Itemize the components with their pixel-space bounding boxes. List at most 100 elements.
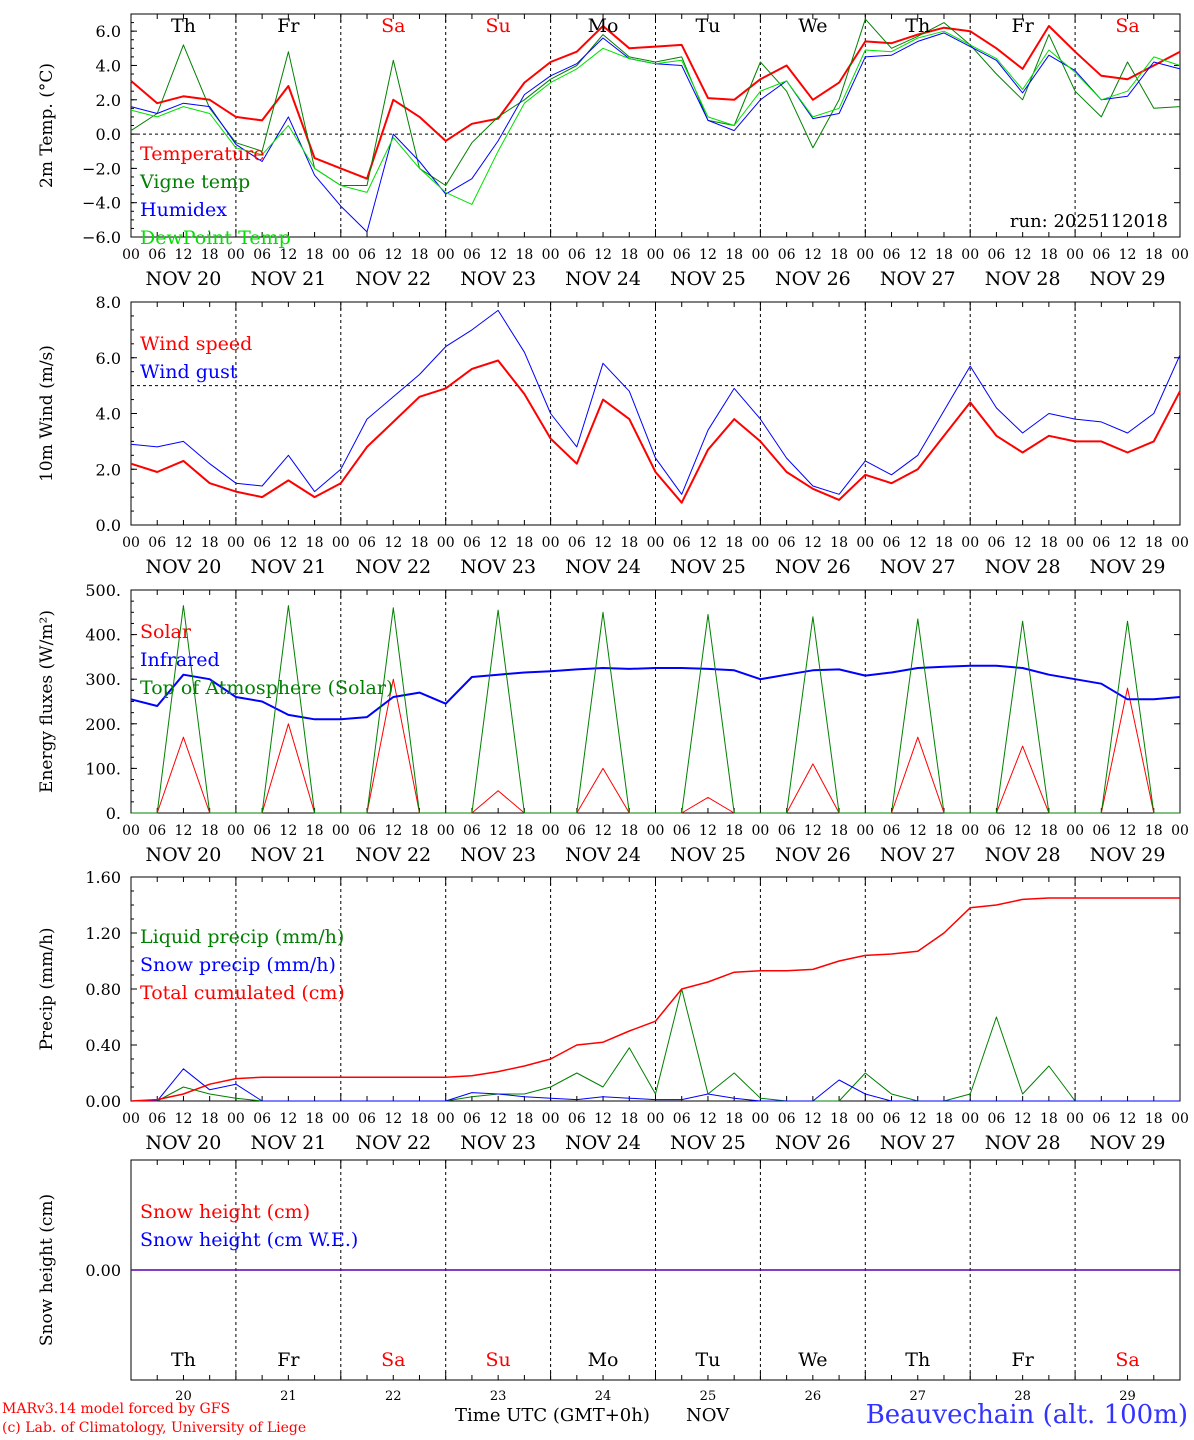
day-abbr-bottom: Th	[171, 1349, 196, 1371]
precip-x-date-label: NOV 23	[460, 1132, 536, 1154]
energy-x-hour-label: 00	[332, 823, 350, 839]
day-abbr-top: Fr	[277, 15, 300, 37]
energy-x-hour-label: 06	[148, 823, 166, 839]
energy-x-date-label: NOV 28	[985, 844, 1061, 866]
precip-x-hour-label: 12	[279, 1111, 297, 1127]
temp-x-date-label: NOV 27	[880, 268, 956, 290]
wind-y-axis-label: 10m Wind (m/s)	[37, 345, 57, 482]
precip-legend-item: Snow precip (mm/h)	[140, 954, 336, 976]
wind-x-hour-label: 06	[568, 535, 586, 551]
day-abbr-bottom: Sa	[1115, 1349, 1139, 1371]
energy-x-hour-label: 12	[489, 823, 507, 839]
temp-x-hour-label: 12	[1014, 247, 1032, 263]
energy-x-hour-label: 12	[594, 823, 612, 839]
temp-x-date-label: NOV 22	[355, 268, 431, 290]
precip-x-hour-label: 06	[778, 1111, 796, 1127]
wind-series-wind-speed	[130, 359, 1181, 504]
temp-x-hour-label: 12	[1119, 247, 1137, 263]
wind-x-hour-label: 00	[1171, 535, 1189, 551]
precip-x-hour-label: 00	[647, 1111, 665, 1127]
wind-y-tick-label: 0.0	[96, 516, 121, 535]
wind-x-date-label: NOV 26	[775, 556, 851, 578]
energy-x-hour-label: 00	[227, 823, 245, 839]
energy-series-top-of-atmosphere-solar-	[131, 605, 1180, 814]
energy-x-hour-label: 18	[830, 823, 848, 839]
precip-x-hour-label: 18	[1040, 1111, 1058, 1127]
day-abbr-bottom: Tu	[695, 1349, 720, 1371]
wind-x-hour-label: 18	[620, 535, 638, 551]
temp-x-hour-label: 12	[175, 247, 193, 263]
precip-x-hour-label: 12	[699, 1111, 717, 1127]
temp-x-date-label: NOV 26	[775, 268, 851, 290]
temp-x-hour-label: 00	[856, 247, 874, 263]
energy-x-hour-label: 00	[647, 823, 665, 839]
precip-x-hour-label: 06	[568, 1111, 586, 1127]
precip-x-date-label: NOV 26	[775, 1132, 851, 1154]
precip-series-snow-precip-mm-h-	[131, 1068, 1180, 1102]
snow-legend-item: Snow height (cm W.E.)	[140, 1229, 358, 1251]
temp-series-dewpoint-temp	[130, 30, 1181, 205]
temp-x-hour-label: 18	[1040, 247, 1058, 263]
temp-series-temperature	[130, 25, 1181, 180]
precip-x-date-label: NOV 29	[1090, 1132, 1166, 1154]
temp-x-hour-label: 06	[358, 247, 376, 263]
energy-x-hour-label: 12	[909, 823, 927, 839]
temp-x-hour-label: 06	[148, 247, 166, 263]
energy-x-date-label: NOV 21	[250, 844, 326, 866]
wind-x-date-label: NOV 21	[250, 556, 326, 578]
energy-x-date-label: NOV 25	[670, 844, 746, 866]
temp-x-hour-label: 12	[909, 247, 927, 263]
energy-legend-item: Top of Atmosphere (Solar)	[140, 677, 393, 699]
day-number: 25	[700, 1389, 717, 1404]
wind-x-date-label: NOV 28	[985, 556, 1061, 578]
precip-x-hour-label: 00	[332, 1111, 350, 1127]
temp-x-hour-label: 18	[935, 247, 953, 263]
energy-x-hour-label: 18	[1145, 823, 1163, 839]
precip-x-hour-label: 12	[489, 1111, 507, 1127]
wind-x-hour-label: 12	[1014, 535, 1032, 551]
precip-x-hour-label: 18	[725, 1111, 743, 1127]
energy-x-hour-label: 18	[725, 823, 743, 839]
day-number: 24	[595, 1389, 612, 1404]
precip-x-hour-label: 18	[830, 1111, 848, 1127]
temp-x-hour-label: 00	[647, 247, 665, 263]
day-abbr-top: We	[798, 15, 827, 37]
temp-legend-item: DewPoint Temp	[140, 227, 291, 249]
energy-x-hour-label: 12	[279, 823, 297, 839]
energy-x-hour-label: 06	[568, 823, 586, 839]
temp-x-hour-label: 12	[804, 247, 822, 263]
energy-series-infrared	[130, 664, 1181, 721]
precip-y-axis-label: Precip (mm/h)	[37, 927, 57, 1050]
precip-legend-item: Liquid precip (mm/h)	[140, 926, 344, 948]
wind-x-hour-label: 12	[384, 535, 402, 551]
energy-x-hour-label: 18	[1040, 823, 1058, 839]
temp-x-hour-label: 06	[1092, 247, 1110, 263]
day-number: 27	[909, 1389, 926, 1404]
temp-x-hour-label: 00	[1066, 247, 1084, 263]
precip-x-hour-label: 12	[175, 1111, 193, 1127]
precip-x-hour-label: 00	[437, 1111, 455, 1127]
temp-x-hour-label: 00	[122, 247, 140, 263]
energy-x-hour-label: 06	[253, 823, 271, 839]
wind-x-hour-label: 18	[1040, 535, 1058, 551]
temp-x-hour-label: 18	[201, 247, 219, 263]
temp-x-hour-label: 06	[253, 247, 271, 263]
snow-legend-item: Snow height (cm)	[140, 1201, 310, 1223]
energy-x-hour-label: 06	[673, 823, 691, 839]
energy-x-hour-label: 06	[463, 823, 481, 839]
day-number: 26	[805, 1389, 822, 1404]
footer-credit: (c) Lab. of Climatology, University of L…	[2, 1420, 307, 1436]
temp-x-hour-label: 06	[778, 247, 796, 263]
wind-x-hour-label: 00	[332, 535, 350, 551]
precip-x-hour-label: 00	[856, 1111, 874, 1127]
energy-x-hour-label: 18	[201, 823, 219, 839]
wind-x-date-label: NOV 20	[146, 556, 222, 578]
precip-x-hour-label: 12	[804, 1111, 822, 1127]
wind-x-hour-label: 06	[1092, 535, 1110, 551]
temp-x-hour-label: 18	[725, 247, 743, 263]
precip-x-date-label: NOV 24	[565, 1132, 641, 1154]
precip-x-hour-label: 06	[988, 1111, 1006, 1127]
precip-x-hour-label: 12	[909, 1111, 927, 1127]
energy-y-axis-label: Energy fluxes (W/m²)	[37, 610, 57, 793]
